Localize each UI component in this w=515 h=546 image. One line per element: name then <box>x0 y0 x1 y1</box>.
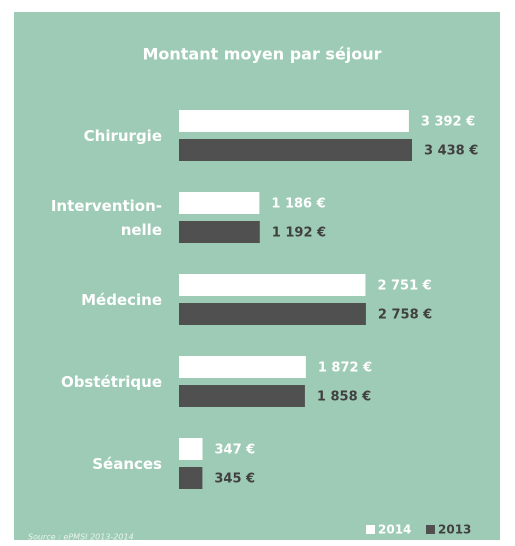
legend-label: 2013 <box>438 523 471 537</box>
category-label: Chirurgie <box>83 126 162 145</box>
category-label: Intervention- nelle <box>50 196 162 239</box>
bar <box>179 110 409 132</box>
bar <box>179 467 203 489</box>
legend-swatch <box>426 525 435 534</box>
value-label: 3 438 € <box>424 144 478 159</box>
value-label: 1 872 € <box>318 361 372 376</box>
value-label: 1 186 € <box>271 197 325 212</box>
bar <box>179 356 306 378</box>
value-label: 345 € <box>214 472 255 487</box>
bar <box>179 385 305 407</box>
bar <box>179 438 203 460</box>
legend-swatch <box>366 525 375 534</box>
bar <box>179 303 366 325</box>
bar <box>179 139 412 161</box>
bar <box>179 192 260 214</box>
chart-title: Montant moyen par séjour <box>142 45 381 64</box>
value-label: 347 € <box>215 443 256 458</box>
category-label: Médecine <box>81 290 162 309</box>
category-label: Obstétrique <box>60 372 162 391</box>
bar <box>179 221 260 243</box>
bar <box>179 274 366 296</box>
category-label: Séances <box>92 454 162 473</box>
value-label: 2 758 € <box>378 308 432 323</box>
value-label: 1 858 € <box>317 390 371 405</box>
value-label: 1 192 € <box>272 226 326 241</box>
legend-label: 2014 <box>378 523 411 537</box>
source-note: Source : ePMSI 2013-2014 <box>28 533 134 542</box>
value-label: 3 392 € <box>421 115 475 130</box>
value-label: 2 751 € <box>377 279 431 294</box>
